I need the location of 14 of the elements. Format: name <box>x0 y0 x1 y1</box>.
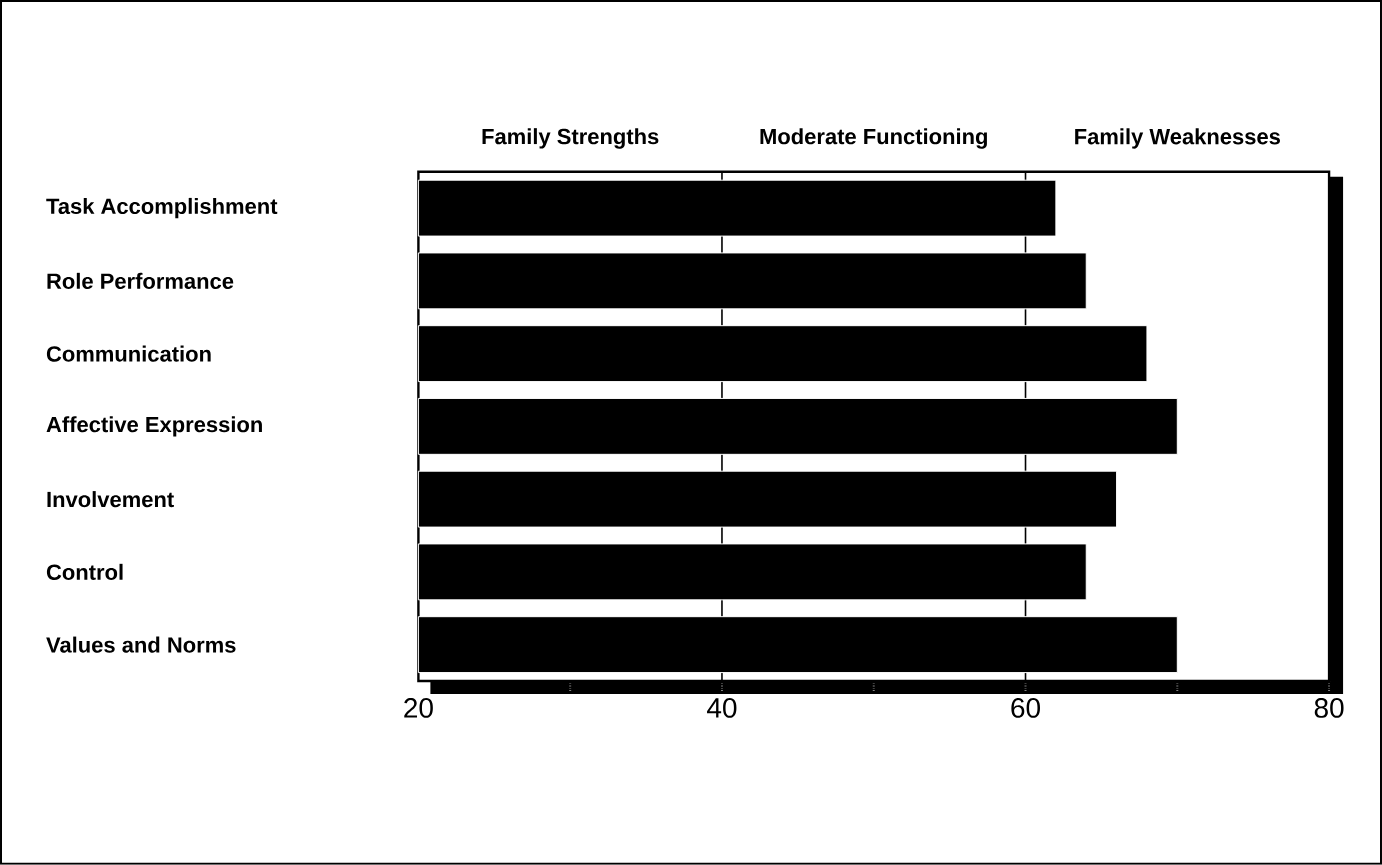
y-tick-label: Task Accomplishment <box>46 198 278 219</box>
y-tick-label: Role Performance <box>47 272 234 290</box>
y-tick-label: Affective Expression <box>46 416 262 437</box>
y-tick-label: Involvement <box>47 491 174 508</box>
y-tick-label: Values and Norms <box>46 636 236 653</box>
text: Moderate Functioning <box>760 128 987 149</box>
x-tick-label: 20 <box>404 698 433 718</box>
x-tick-label: 80 <box>1314 698 1344 718</box>
text: Family Weaknesses <box>1075 128 1280 149</box>
y-tick-label: Communication <box>46 345 211 362</box>
text: Family Strengths <box>482 128 659 149</box>
x-tick-label: 40 <box>707 698 737 718</box>
y-tick-label: Control <box>46 563 123 581</box>
x-tick-label: 60 <box>1011 698 1040 718</box>
